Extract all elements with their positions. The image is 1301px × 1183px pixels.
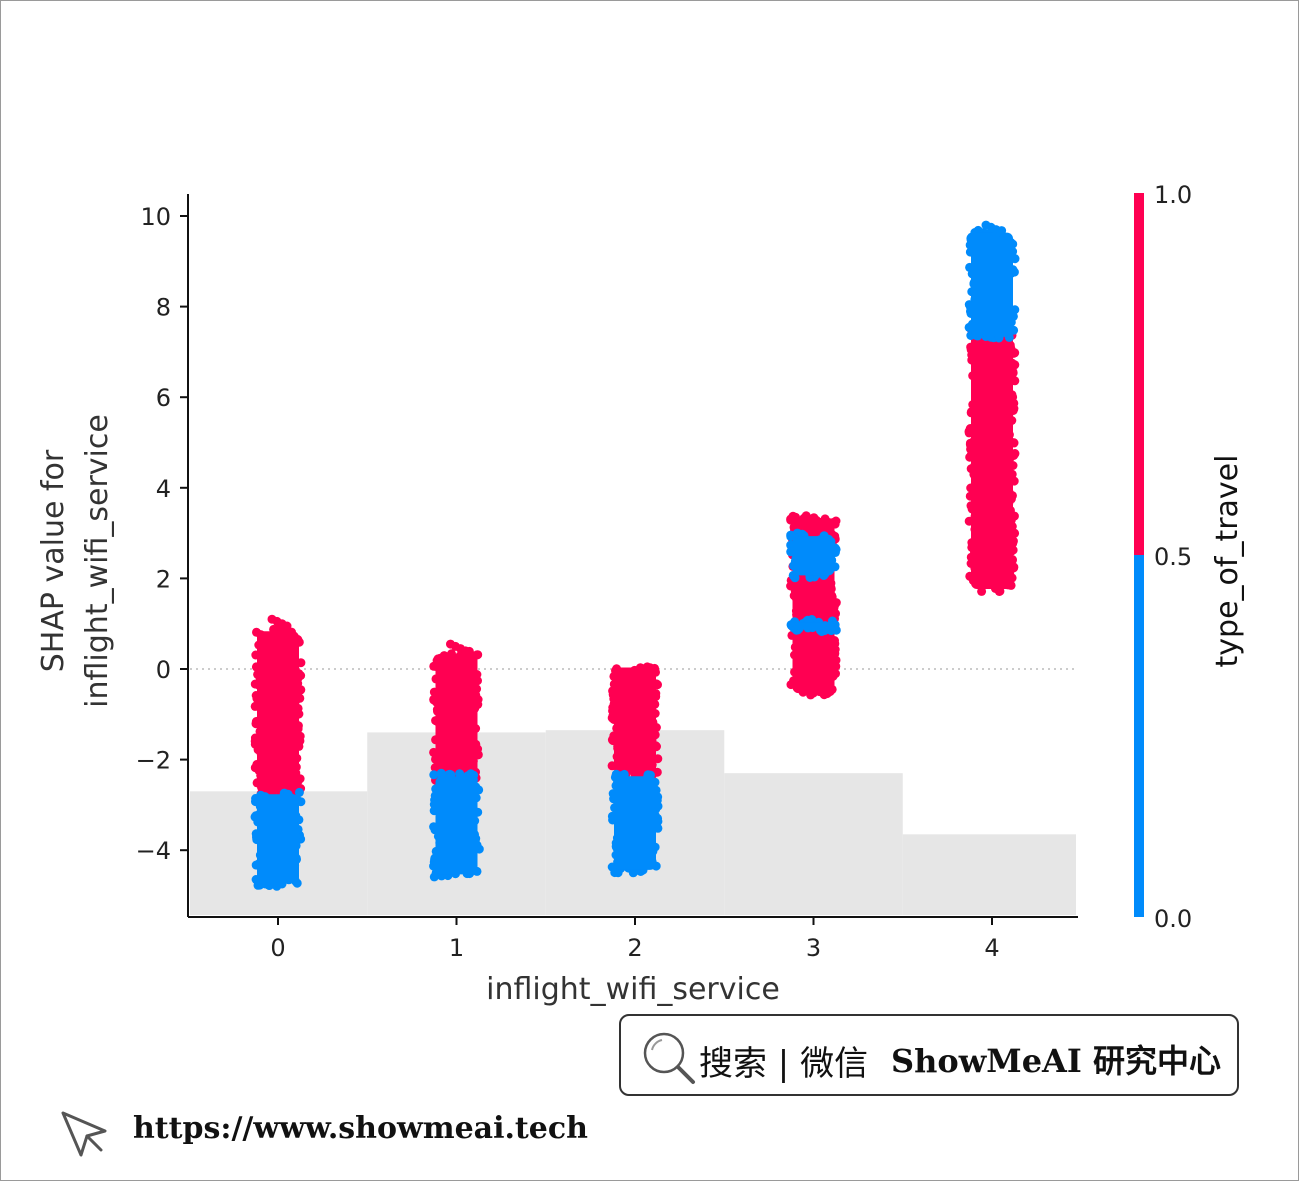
y-axis-title: SHAP value for inflight_wifi_service — [36, 414, 115, 708]
point — [455, 769, 465, 779]
colorbar-title: type_of_travel — [1210, 455, 1245, 668]
x-axis-title: inflight_wifi_service — [486, 972, 780, 1007]
colorbar-high-segment — [1134, 193, 1144, 555]
cursor-icon — [61, 1111, 107, 1157]
point-cloud-core — [257, 631, 299, 793]
y-tick-label: 6 — [156, 384, 171, 412]
point — [461, 646, 470, 656]
histogram-bar-3 — [724, 773, 903, 915]
point-group-x4-t0 — [964, 220, 1020, 343]
x-tick-label: 2 — [627, 934, 642, 962]
watermark-search-label: 搜索 | 微信 — [699, 1044, 869, 1084]
x-tick-label: 3 — [806, 934, 821, 962]
point-group-x0-t1 — [250, 614, 306, 800]
axes — [187, 194, 1078, 918]
watermark-brand: ShowMeAI 研究中心 — [891, 1042, 1221, 1080]
x-ticks: 0 1 2 3 4 — [270, 917, 1000, 962]
point-cloud-core — [257, 794, 299, 884]
point — [610, 868, 620, 878]
point — [429, 770, 439, 780]
y-axis-title-line-1: SHAP value for — [36, 449, 71, 672]
point — [282, 621, 292, 631]
colorbar-tick-low: 0.0 — [1154, 905, 1192, 933]
point-group-x1-t0 — [429, 768, 484, 882]
y-tick-label: 8 — [156, 294, 171, 322]
point-group-x0-t0 — [250, 787, 306, 891]
point-cloud-core — [792, 536, 835, 576]
x-tick-label: 4 — [984, 934, 999, 962]
y-tick-label: 4 — [156, 475, 171, 503]
watermark-url: https://www.showmeai.tech — [133, 1111, 588, 1146]
point-cloud-core — [971, 332, 1013, 589]
histogram-bar-4 — [902, 834, 1076, 915]
y-tick-label: −4 — [136, 837, 171, 865]
point — [436, 768, 446, 778]
x-tick-label: 1 — [449, 934, 464, 962]
point-group-x3-t0 — [786, 615, 841, 636]
y-axis-title-line-2: inflight_wifi_service — [80, 414, 115, 708]
point — [294, 787, 304, 797]
point-group-x2-t1 — [607, 662, 663, 781]
point-cloud-core — [792, 622, 835, 630]
point-cloud-core — [614, 667, 656, 775]
y-tick-label: −2 — [136, 747, 171, 775]
point-cloud-core — [435, 776, 478, 875]
colorbar: 1.0 0.5 0.0 type_of_travel — [1134, 181, 1245, 933]
scatter-points — [250, 220, 1020, 891]
search-icon — [643, 1032, 695, 1084]
watermark-search-box: 搜索 | 微信 ShowMeAI 研究中心 — [619, 1014, 1239, 1096]
point-group-x4-t1 — [964, 325, 1020, 596]
colorbar-low-segment — [1134, 555, 1144, 917]
x-tick-label: 0 — [270, 934, 285, 962]
point — [786, 532, 796, 542]
colorbar-tick-mid: 0.5 — [1154, 543, 1192, 571]
y-tick-label: 10 — [140, 203, 171, 231]
point-group-x2-t0 — [607, 769, 663, 878]
point-cloud-core — [435, 653, 478, 780]
point — [996, 227, 1006, 237]
point — [429, 872, 439, 882]
y-tick-label: 0 — [156, 656, 171, 684]
point-cloud-core — [614, 776, 656, 870]
point-group-x3-t0 — [786, 528, 841, 583]
y-ticks: 10 8 6 4 2 0 −2 −4 — [136, 203, 188, 865]
y-tick-label: 2 — [156, 565, 171, 593]
colorbar-tick-high: 1.0 — [1154, 181, 1192, 209]
point-cloud-core — [971, 232, 1013, 336]
point-group-x1-t1 — [429, 639, 483, 787]
